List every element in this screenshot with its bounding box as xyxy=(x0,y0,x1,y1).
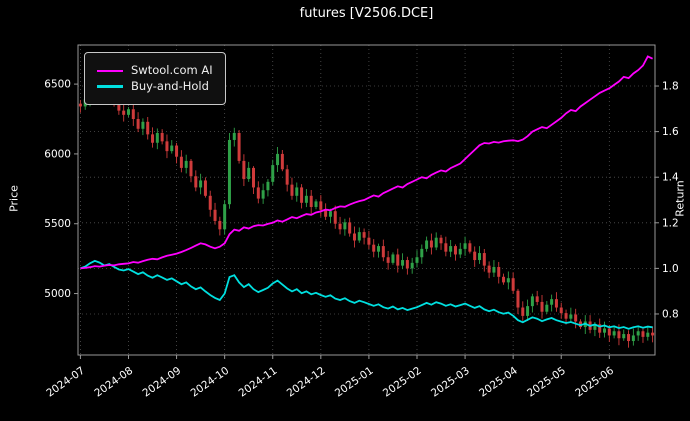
chart-title: futures [V2506.DCE] xyxy=(299,6,434,21)
legend: Swtool.com AI Buy-and-Hold xyxy=(84,52,226,105)
legend-item-ai: Swtool.com AI xyxy=(97,63,213,77)
right-axis-label: Return xyxy=(673,180,687,217)
svg-text:2025-03: 2025-03 xyxy=(429,365,472,400)
svg-text:6000: 6000 xyxy=(44,148,71,160)
plot-border xyxy=(77,44,656,356)
svg-text:2025-01: 2025-01 xyxy=(333,365,376,400)
svg-text:5000: 5000 xyxy=(44,288,71,300)
legend-label-ai: Swtool.com AI xyxy=(131,63,213,77)
left-axis-label: Price xyxy=(7,185,21,212)
ai-return-line xyxy=(80,55,653,270)
svg-text:0.8: 0.8 xyxy=(662,308,679,320)
svg-text:1.8: 1.8 xyxy=(662,81,679,93)
svg-text:2024-11: 2024-11 xyxy=(237,365,280,400)
svg-text:2025-02: 2025-02 xyxy=(381,365,424,400)
svg-text:1.6: 1.6 xyxy=(662,126,679,138)
svg-text:2024-12: 2024-12 xyxy=(285,365,328,400)
ai-line-swatch xyxy=(97,69,123,72)
buyhold-line xyxy=(80,259,653,330)
legend-item-buyhold: Buy-and-Hold xyxy=(97,78,213,93)
gridlines xyxy=(78,45,655,355)
legend-label-buyhold: Buy-and-Hold xyxy=(131,78,209,93)
svg-text:2025-06: 2025-06 xyxy=(573,364,616,399)
svg-text:2024-08: 2024-08 xyxy=(92,365,135,400)
svg-text:2025-04: 2025-04 xyxy=(477,364,520,399)
svg-text:1.2: 1.2 xyxy=(662,217,679,229)
svg-text:5500: 5500 xyxy=(44,218,71,230)
buyhold-line-swatch xyxy=(97,85,123,88)
svg-text:1.4: 1.4 xyxy=(662,172,679,184)
svg-text:2024-10: 2024-10 xyxy=(189,365,232,400)
svg-text:2024-09: 2024-09 xyxy=(140,365,183,400)
candlestick-series xyxy=(78,72,655,348)
svg-text:1.0: 1.0 xyxy=(662,263,679,275)
svg-text:6500: 6500 xyxy=(44,79,71,91)
svg-text:2025-05: 2025-05 xyxy=(525,365,568,400)
svg-text:2024-07: 2024-07 xyxy=(44,365,87,400)
